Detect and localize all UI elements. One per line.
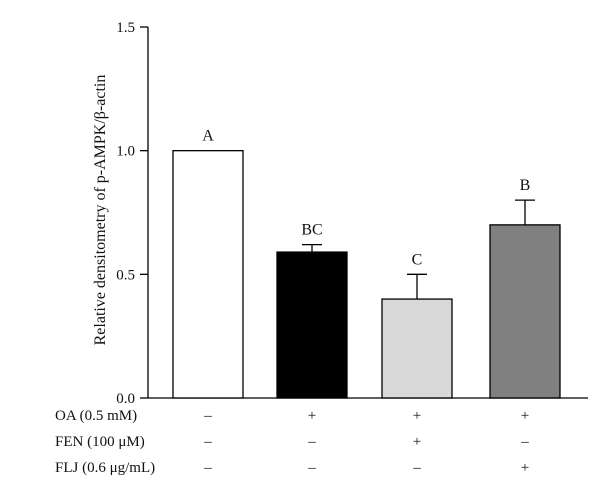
treatment-sign: – bbox=[520, 434, 529, 450]
treatment-sign: – bbox=[307, 434, 316, 450]
treatment-table: OA (0.5 mM) – + + + FEN (100 μM) – – + – FLJ (0.6 … bbox=[55, 408, 529, 476]
treatment-sign: – bbox=[203, 460, 212, 476]
y-axis-label: Relative densitometry of p-AMPK/β-actin bbox=[92, 75, 109, 346]
bar bbox=[276, 251, 348, 399]
treatment-sign: + bbox=[521, 460, 529, 476]
y-tick-label: 0.0 bbox=[116, 391, 135, 407]
treatment-sign: – bbox=[203, 408, 212, 424]
bar bbox=[381, 298, 453, 399]
treatment-sign: + bbox=[308, 408, 316, 424]
treatment-sign: + bbox=[413, 408, 421, 424]
y-tick-label: 1.5 bbox=[116, 20, 135, 36]
y-tick-label: 1.0 bbox=[116, 144, 135, 160]
treatment-label: FEN (100 μM) bbox=[55, 434, 145, 450]
significance-letter: C bbox=[412, 251, 423, 268]
y-tick-label: 0.5 bbox=[116, 267, 135, 283]
bar bbox=[489, 224, 561, 399]
bar bbox=[172, 150, 244, 399]
y-ticks: 0.0 0.5 1.0 1.5 bbox=[116, 20, 148, 407]
bars: A BC C B bbox=[172, 128, 561, 399]
significance-letter: BC bbox=[301, 222, 322, 239]
treatment-sign: – bbox=[203, 434, 212, 450]
treatment-sign: + bbox=[413, 434, 421, 450]
significance-letter: B bbox=[520, 177, 531, 194]
treatment-sign: + bbox=[521, 408, 529, 424]
treatment-sign: – bbox=[307, 460, 316, 476]
significance-letter: A bbox=[202, 128, 214, 145]
treatment-label: OA (0.5 mM) bbox=[55, 408, 137, 424]
treatment-label: FLJ (0.6 μg/mL) bbox=[55, 460, 155, 476]
treatment-sign: – bbox=[412, 460, 421, 476]
